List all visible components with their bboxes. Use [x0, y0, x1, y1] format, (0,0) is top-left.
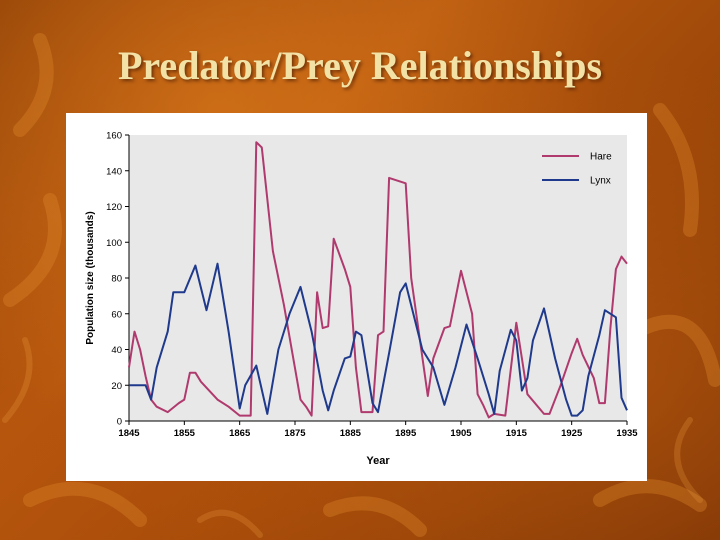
- y-tick-label: 0: [117, 417, 122, 428]
- legend-label-hare: Hare: [590, 152, 612, 163]
- x-tick-label: 1865: [229, 428, 251, 439]
- y-tick-label: 140: [106, 166, 122, 177]
- x-tick-label: 1855: [174, 428, 196, 439]
- chart-panel: 0 20 40 60 80 100 120 140 160 1845 1855 1865 1875 18…: [66, 113, 647, 481]
- y-tick-label: 80: [111, 274, 122, 285]
- legend-label-lynx: Lynx: [590, 176, 611, 187]
- x-axis-label: Year: [366, 455, 390, 467]
- y-tick-label: 60: [111, 309, 122, 320]
- y-tick-label: 40: [111, 345, 122, 356]
- x-tick-label: 1915: [506, 428, 528, 439]
- y-tick-label: 20: [111, 381, 122, 392]
- slide-title: Predator/Prey Relationships: [117, 43, 603, 88]
- x-tick-label: 1875: [284, 428, 306, 439]
- y-axis-label: Population size (thousands): [85, 211, 96, 344]
- x-tick-label: 1925: [561, 428, 583, 439]
- y-tick-label: 100: [106, 238, 122, 249]
- y-tick-label: 120: [106, 202, 122, 213]
- population-line-chart: 0 20 40 60 80 100 120 140 160 1845 1855 1865 1875 18…: [85, 131, 638, 468]
- x-tick-label: 1935: [616, 428, 638, 439]
- y-tick-label: 160: [106, 131, 122, 142]
- series-line-lynx: [129, 262, 628, 417]
- series-line-hare: [128, 141, 628, 419]
- plot-area: [129, 135, 627, 421]
- x-tick-label: 1885: [340, 428, 362, 439]
- x-tick-label: 1895: [395, 428, 417, 439]
- x-tick-label: 1845: [118, 428, 140, 439]
- x-tick-label: 1905: [450, 428, 472, 439]
